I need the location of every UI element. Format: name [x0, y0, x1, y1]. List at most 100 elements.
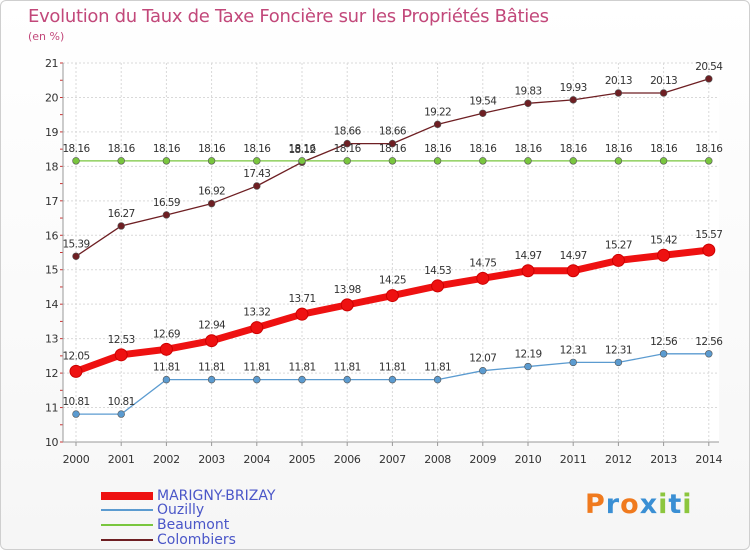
data-point-beaumont: [433, 157, 442, 165]
data-point-colombiers: [162, 211, 171, 219]
x-tick-label: 2004: [243, 453, 270, 466]
data-label-marigny-brizay: 15.57: [695, 229, 722, 241]
data-label-ouzilly: 12.31: [605, 344, 632, 356]
logo-letter: i: [682, 489, 693, 520]
data-point-marigny-brizay: [702, 243, 716, 257]
data-point-beaumont: [72, 157, 80, 165]
data-point-colombiers: [253, 182, 261, 190]
data-point-ouzilly: [705, 350, 713, 358]
logo-letter: r: [605, 489, 621, 520]
data-label-marigny-brizay: 15.27: [605, 239, 632, 251]
data-point-marigny-brizay: [476, 271, 490, 285]
y-tick-label: 17: [45, 195, 58, 208]
data-label-colombiers: 20.54: [695, 61, 723, 73]
data-point-colombiers: [388, 139, 397, 148]
x-tick-label: 2010: [515, 453, 542, 466]
data-point-ouzilly: [117, 410, 125, 418]
data-point-marigny-brizay: [340, 298, 354, 312]
data-label-colombiers: 19.22: [424, 106, 451, 118]
x-tick-label: 2013: [650, 453, 677, 466]
data-label-beaumont: 18.16: [108, 143, 136, 155]
data-point-ouzilly: [524, 362, 532, 371]
data-label-beaumont: 18.16: [62, 143, 90, 155]
data-label-ouzilly: 12.19: [514, 349, 541, 361]
data-label-ouzilly: 11.81: [243, 362, 270, 374]
data-label-beaumont: 18.16: [334, 143, 362, 155]
data-point-beaumont: [117, 157, 125, 165]
logo-letter: o: [620, 489, 640, 520]
data-point-ouzilly: [659, 350, 668, 358]
x-tick-label: 2003: [198, 453, 225, 466]
data-label-marigny-brizay: 13.32: [243, 307, 270, 319]
data-label-colombiers: 16.59: [153, 197, 180, 209]
data-point-colombiers: [705, 75, 713, 83]
y-tick-label: 13: [45, 333, 58, 346]
data-point-marigny-brizay: [114, 348, 128, 362]
data-label-beaumont: 18.16: [198, 143, 226, 155]
x-tick-label: 2000: [63, 453, 90, 466]
legend-label: MARIGNY-BRIZAY: [157, 488, 276, 504]
data-label-colombiers: 16.92: [198, 186, 225, 198]
data-point-marigny-brizay: [611, 253, 625, 267]
data-label-beaumont: 18.16: [469, 143, 497, 155]
legend-item-colombiers: Colombiers: [101, 532, 236, 548]
legend-label: Beaumont: [157, 517, 230, 533]
data-label-colombiers: 18.66: [334, 126, 362, 138]
data-point-beaumont: [569, 157, 577, 165]
data-label-beaumont: 18.16: [650, 143, 678, 155]
data-point-marigny-brizay: [657, 248, 671, 262]
data-label-ouzilly: 12.07: [469, 353, 496, 365]
data-point-marigny-brizay: [205, 334, 219, 348]
proxiti-logo: Proxiti: [585, 489, 693, 520]
data-label-marigny-brizay: 12.94: [198, 320, 226, 332]
data-label-marigny-brizay: 14.75: [469, 257, 496, 269]
data-label-colombiers: 18.66: [379, 126, 407, 138]
data-label-ouzilly: 11.81: [379, 362, 406, 374]
data-point-beaumont: [705, 157, 713, 165]
x-tick-label: 2012: [605, 453, 632, 466]
legend-item-marigny-brizay: MARIGNY-BRIZAY: [101, 488, 275, 504]
y-tick-label: 14: [45, 298, 58, 311]
data-point-colombiers: [72, 252, 80, 260]
logo-letter: i: [658, 489, 669, 520]
data-label-colombiers: 17.43: [243, 168, 270, 180]
x-tick-label: 2002: [153, 453, 180, 466]
data-point-marigny-brizay: [250, 321, 264, 335]
x-tick-label: 2007: [379, 453, 406, 466]
data-point-beaumont: [614, 157, 623, 165]
legend-item-beaumont: Beaumont: [101, 517, 229, 533]
data-label-marigny-brizay: 14.97: [560, 250, 587, 262]
data-point-beaumont: [343, 157, 351, 165]
data-label-marigny-brizay: 14.97: [514, 250, 541, 262]
data-label-marigny-brizay: 12.53: [108, 334, 135, 346]
data-label-ouzilly: 10.81: [108, 396, 135, 408]
data-point-marigny-brizay: [385, 289, 399, 303]
x-tick-label: 2008: [424, 453, 451, 466]
data-point-beaumont: [479, 157, 487, 165]
data-point-beaumont: [253, 157, 261, 165]
data-point-marigny-brizay: [566, 264, 580, 278]
data-label-ouzilly: 12.31: [560, 344, 587, 356]
x-tick-label: 2006: [334, 453, 361, 466]
y-tick-label: 10: [45, 436, 58, 449]
data-label-beaumont: 18.16: [514, 143, 542, 155]
data-point-colombiers: [117, 222, 125, 230]
data-label-beaumont: 18.16: [695, 143, 723, 155]
plot-area: [63, 63, 719, 442]
y-tick-label: 12: [45, 367, 58, 380]
data-point-ouzilly: [343, 375, 351, 384]
logo-letter: P: [585, 489, 606, 520]
data-point-ouzilly: [298, 375, 306, 384]
data-point-marigny-brizay: [159, 342, 173, 356]
legend-swatch: [101, 524, 153, 526]
data-label-colombiers: 18.12: [288, 144, 315, 156]
data-label-colombiers: 19.83: [514, 85, 541, 97]
data-label-ouzilly: 11.81: [153, 362, 180, 374]
data-point-marigny-brizay: [521, 264, 535, 278]
data-label-marigny-brizay: 14.25: [379, 275, 406, 287]
y-tick-label: 15: [45, 264, 58, 277]
data-point-beaumont: [524, 157, 532, 165]
data-point-colombiers: [433, 120, 442, 129]
data-point-ouzilly: [207, 375, 216, 384]
